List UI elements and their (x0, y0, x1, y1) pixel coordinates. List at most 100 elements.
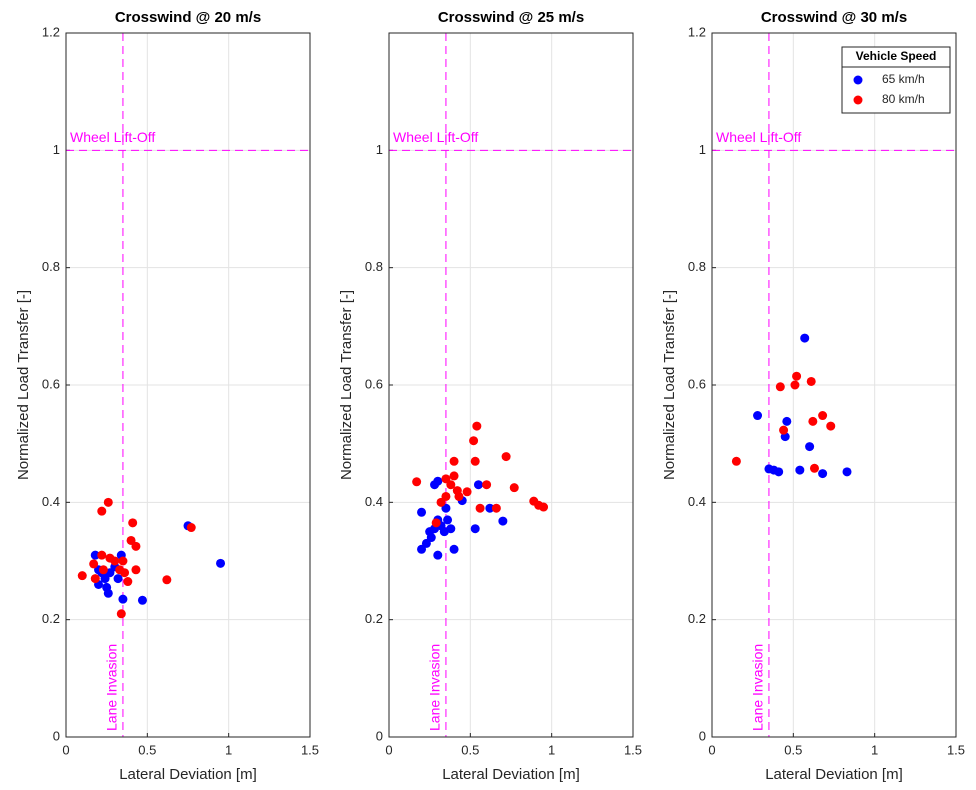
data-point (137, 595, 147, 605)
y-tick-label: 1.2 (688, 24, 706, 39)
axes-box (65, 32, 311, 738)
data-point (131, 541, 141, 551)
data-point (808, 416, 818, 426)
y-tick-label: 0.4 (688, 494, 706, 509)
data-point (77, 571, 87, 581)
y-tick-label: 1 (699, 142, 706, 157)
x-axis-label: Lateral Deviation [m] (442, 766, 580, 783)
data-point (491, 503, 501, 513)
x-tick-label: 1 (871, 742, 878, 757)
x-axis-label: Lateral Deviation [m] (119, 766, 257, 783)
data-point (775, 382, 785, 392)
data-point (792, 371, 802, 381)
data-point (498, 516, 508, 526)
data-point (97, 550, 107, 560)
data-point (472, 421, 482, 431)
y-axis-label: Normalized Load Transfer [-] (661, 290, 678, 480)
data-point (475, 503, 485, 513)
data-point (779, 425, 789, 435)
y-tick-label: 1 (53, 142, 60, 157)
data-point (118, 556, 128, 566)
data-point (118, 594, 128, 604)
data-point (98, 565, 108, 575)
y-tick-label: 0.4 (42, 494, 60, 509)
y-tick-label: 0.2 (42, 611, 60, 626)
data-point (818, 411, 828, 421)
data-point (433, 550, 443, 560)
x-tick-label: 0.5 (138, 742, 156, 757)
y-tick-label: 0 (699, 728, 706, 743)
data-point (449, 456, 459, 466)
data-point (449, 471, 459, 481)
legend-marker (853, 95, 863, 105)
data-point (818, 469, 828, 479)
y-tick-label: 0.8 (688, 259, 706, 274)
data-point (774, 467, 784, 477)
y-tick-label: 0 (53, 728, 60, 743)
y-tick-label: 1 (376, 142, 383, 157)
data-point (131, 565, 141, 575)
legend-label: 80 km/h (882, 92, 925, 106)
data-point (805, 442, 815, 452)
y-tick-label: 0.2 (365, 611, 383, 626)
data-point (800, 333, 810, 343)
data-point (473, 480, 483, 490)
x-tick-label: 1 (548, 742, 555, 757)
data-point (501, 452, 511, 462)
data-point (446, 524, 456, 534)
data-point (826, 421, 836, 431)
y-tick-label: 0 (376, 728, 383, 743)
y-tick-label: 0.6 (365, 376, 383, 391)
data-point (89, 559, 99, 569)
data-point (454, 491, 464, 501)
data-point (90, 574, 100, 584)
x-tick-label: 1.5 (947, 742, 965, 757)
data-point (462, 487, 472, 497)
data-point (128, 518, 138, 528)
reference-label: Wheel Lift-Off (393, 129, 478, 145)
legend-marker (853, 75, 863, 85)
x-tick-label: 0 (708, 742, 715, 757)
legend-label: 65 km/h (882, 72, 925, 86)
x-tick-label: 0 (62, 742, 69, 757)
data-point (469, 436, 479, 446)
y-tick-label: 0.6 (688, 376, 706, 391)
y-tick-label: 1.2 (42, 24, 60, 39)
x-tick-label: 1.5 (624, 742, 642, 757)
data-point (539, 502, 549, 512)
data-point (110, 556, 120, 566)
data-point (90, 550, 100, 560)
data-point (412, 477, 422, 487)
data-point (509, 483, 519, 493)
data-point (433, 476, 443, 486)
data-point (731, 456, 741, 466)
axes-box (711, 32, 957, 738)
data-point (795, 465, 805, 475)
data-point (426, 533, 436, 543)
data-point (790, 380, 800, 390)
data-point (97, 506, 107, 516)
data-point (449, 544, 459, 554)
reference-label: Lane Invasion (750, 644, 766, 731)
data-point (417, 507, 427, 517)
y-tick-label: 0.2 (688, 611, 706, 626)
y-axis-label: Normalized Load Transfer [-] (338, 290, 355, 480)
chart-title: Crosswind @ 25 m/s (438, 9, 584, 26)
data-point (482, 480, 492, 490)
x-tick-label: 1 (225, 742, 232, 757)
x-axis-label: Lateral Deviation [m] (765, 766, 903, 783)
y-axis-label: Normalized Load Transfer [-] (15, 290, 32, 480)
data-point (216, 558, 226, 568)
data-point (809, 463, 819, 473)
data-point (782, 416, 792, 426)
reference-label: Wheel Lift-Off (70, 129, 155, 145)
data-point (186, 523, 196, 533)
x-tick-label: 0.5 (461, 742, 479, 757)
reference-label: Wheel Lift-Off (716, 129, 801, 145)
axes-box (388, 32, 634, 738)
data-point (120, 568, 130, 578)
data-point (842, 467, 852, 477)
x-tick-label: 0.5 (784, 742, 802, 757)
data-point (753, 411, 763, 421)
